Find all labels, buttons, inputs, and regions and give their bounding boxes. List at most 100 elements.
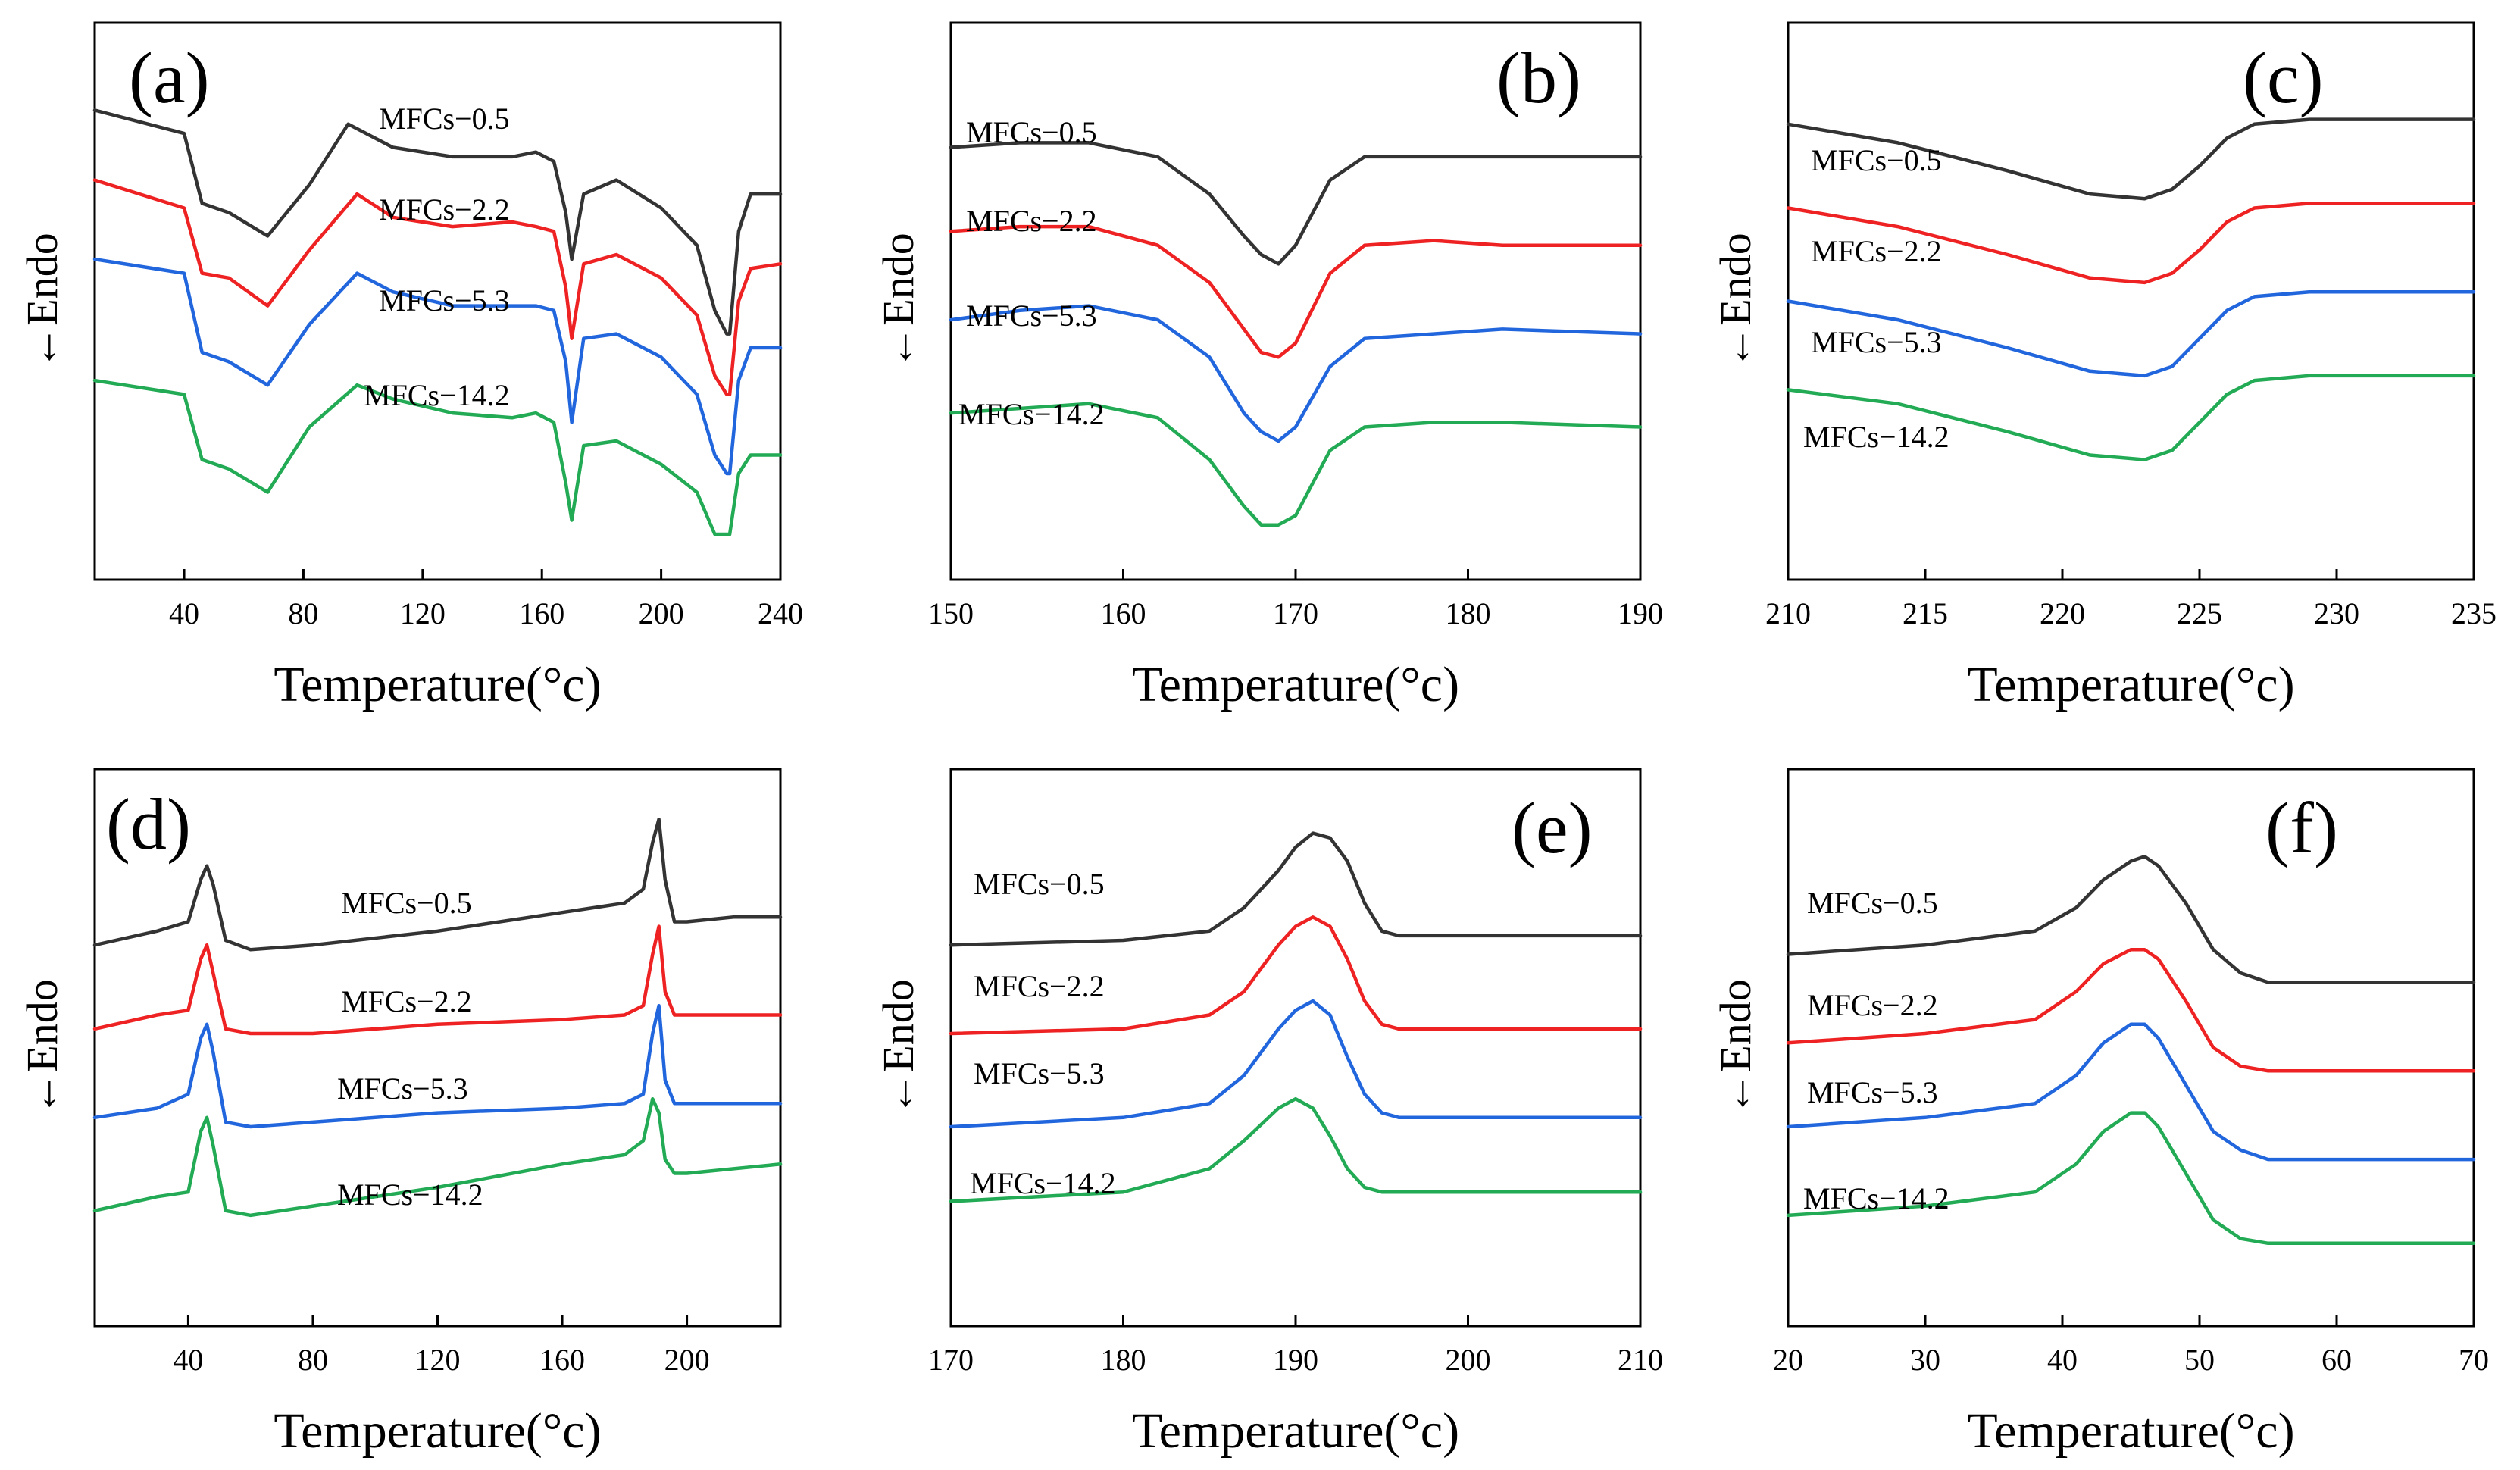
x-axis-label: Temperature(°c) xyxy=(1132,1403,1459,1459)
series-label: MFCs−0.5 xyxy=(341,886,472,920)
series-line-14.2 xyxy=(949,1096,1643,1203)
y-axis-label: ←Endo xyxy=(1711,233,1760,369)
series-label: MFCs−5.3 xyxy=(1807,1075,1938,1109)
panel-a-frame xyxy=(93,21,782,581)
x-tick-label: 40 xyxy=(169,596,199,630)
series-line-0.5 xyxy=(949,141,1643,266)
panel-b: 150 160 170 180 190 Temperature(°c) ←Endo (b) MF… xyxy=(874,21,1663,712)
x-tick-label: 230 xyxy=(2314,596,2359,630)
x-tick-label: 40 xyxy=(173,1343,203,1377)
x-tick-label: 240 xyxy=(758,596,803,630)
series-line-2.2 xyxy=(92,178,783,396)
series-label: MFCs−5.3 xyxy=(379,283,510,317)
series-label: MFCs−0.5 xyxy=(1811,143,1942,177)
x-tick-label: 30 xyxy=(1910,1343,1940,1377)
x-tick-label: 20 xyxy=(1773,1343,1803,1377)
series-label: MFCs−14.2 xyxy=(364,378,510,412)
x-tick-label: 180 xyxy=(1101,1343,1146,1377)
x-tick-label: 170 xyxy=(1273,596,1318,630)
y-axis-label: ←Endo xyxy=(17,233,67,369)
series-line-14.2 xyxy=(92,1096,783,1218)
series-line-0.5 xyxy=(1786,855,2476,984)
x-tick-label: 220 xyxy=(2040,596,2085,630)
series-line-0.5 xyxy=(92,817,783,952)
series-line-14.2 xyxy=(1786,1111,2476,1246)
panel-label: (d) xyxy=(106,783,191,865)
panel-label: (b) xyxy=(1496,37,1581,118)
x-tick-label: 210 xyxy=(1765,596,1811,630)
series-label: MFCs−0.5 xyxy=(379,102,510,136)
series-line-5.3 xyxy=(92,1003,783,1129)
x-tick-label: 170 xyxy=(928,1343,974,1377)
series-line-5.3 xyxy=(92,257,783,476)
series-label: MFCs−5.3 xyxy=(966,299,1097,333)
panel-label: (a) xyxy=(129,37,210,118)
series-label: MFCs−14.2 xyxy=(337,1178,483,1212)
x-axis-label: Temperature(°c) xyxy=(1132,657,1459,712)
series-label: MFCs−2.2 xyxy=(341,984,472,1018)
series-label: MFCs−14.2 xyxy=(1803,1181,1949,1215)
x-tick-label: 225 xyxy=(2177,596,2222,630)
series-line-2.2 xyxy=(949,224,1643,359)
panel-label: (c) xyxy=(2243,37,2324,118)
series-label: MFCs−2.2 xyxy=(974,969,1105,1003)
series-label: MFCs−2.2 xyxy=(966,204,1097,238)
x-tick-label: 160 xyxy=(1101,596,1146,630)
series-label: MFCs−0.5 xyxy=(966,115,1097,149)
panel-c-frame xyxy=(1787,21,2475,581)
x-axis-label: Temperature(°c) xyxy=(274,657,601,712)
x-tick-label: 160 xyxy=(519,596,564,630)
panel-label: (e) xyxy=(1512,787,1593,868)
x-tick-label: 210 xyxy=(1618,1343,1663,1377)
x-tick-label: 190 xyxy=(1273,1343,1318,1377)
series-label: MFCs−2.2 xyxy=(1811,234,1942,268)
x-tick-label: 40 xyxy=(2047,1343,2078,1377)
series-label: MFCs−14.2 xyxy=(1803,420,1949,454)
x-tick-label: 190 xyxy=(1618,596,1663,630)
series-label: MFCs−2.2 xyxy=(379,192,510,227)
panel-f-frame xyxy=(1787,768,2475,1328)
series-line-5.3 xyxy=(949,999,1643,1129)
panel-d: 40 80 120 160 200 Temperature(°c) ←Endo (d) MFCs… xyxy=(17,768,783,1459)
x-tick-label: 160 xyxy=(539,1343,585,1377)
series-line-2.2 xyxy=(1786,202,2476,285)
series-label: MFCs−2.2 xyxy=(1807,988,1938,1022)
x-tick-label: 50 xyxy=(2184,1343,2215,1377)
y-axis-label: ←Endo xyxy=(17,979,67,1115)
panel-a: 40 80 120 160 200 240 Temperature(°c) ←Endo (a) M… xyxy=(17,21,803,712)
x-tick-label: 180 xyxy=(1446,596,1491,630)
x-tick-label: 60 xyxy=(2321,1343,2352,1377)
series-line-14.2 xyxy=(92,378,783,536)
x-tick-label: 200 xyxy=(664,1343,710,1377)
x-tick-label: 120 xyxy=(400,596,446,630)
series-line-5.3 xyxy=(1786,289,2476,378)
series-line-0.5 xyxy=(1786,117,2476,201)
y-axis-label: ←Endo xyxy=(874,979,923,1115)
y-axis-label: ←Endo xyxy=(874,233,923,369)
series-line-2.2 xyxy=(1786,948,2476,1073)
x-tick-label: 80 xyxy=(288,596,318,630)
series-label: MFCs−14.2 xyxy=(970,1166,1116,1200)
x-tick-label: 150 xyxy=(928,596,974,630)
series-label: MFCs−14.2 xyxy=(958,397,1105,431)
panel-e: 170 180 190 200 210 Temperature(°c) ←Endo (e) MF… xyxy=(874,768,1663,1459)
series-line-5.3 xyxy=(949,304,1643,443)
x-tick-label: 70 xyxy=(2459,1343,2489,1377)
x-axis-label: Temperature(°c) xyxy=(274,1403,601,1459)
panel-c: 210 215 220 225 230 235 Temperature(°c) ←Endo (c… xyxy=(1711,21,2497,712)
panel-f: 20 30 40 50 60 70 Temperature(°c) ←Endo (f) MFCs−… xyxy=(1711,768,2489,1459)
series-label: MFCs−5.3 xyxy=(974,1056,1105,1090)
x-tick-label: 215 xyxy=(1903,596,1948,630)
x-tick-label: 235 xyxy=(2451,596,2497,630)
x-tick-label: 80 xyxy=(298,1343,328,1377)
series-label: MFCs−5.3 xyxy=(337,1071,468,1106)
series-line-5.3 xyxy=(1786,1022,2476,1162)
series-line-2.2 xyxy=(92,924,783,1036)
x-axis-label: Temperature(°c) xyxy=(1967,1403,2294,1459)
series-label: MFCs−0.5 xyxy=(974,867,1105,901)
series-label: MFCs−5.3 xyxy=(1811,325,1942,359)
series-line-0.5 xyxy=(92,108,783,336)
x-tick-label: 120 xyxy=(415,1343,461,1377)
x-axis-label: Temperature(°c) xyxy=(1967,657,2294,712)
